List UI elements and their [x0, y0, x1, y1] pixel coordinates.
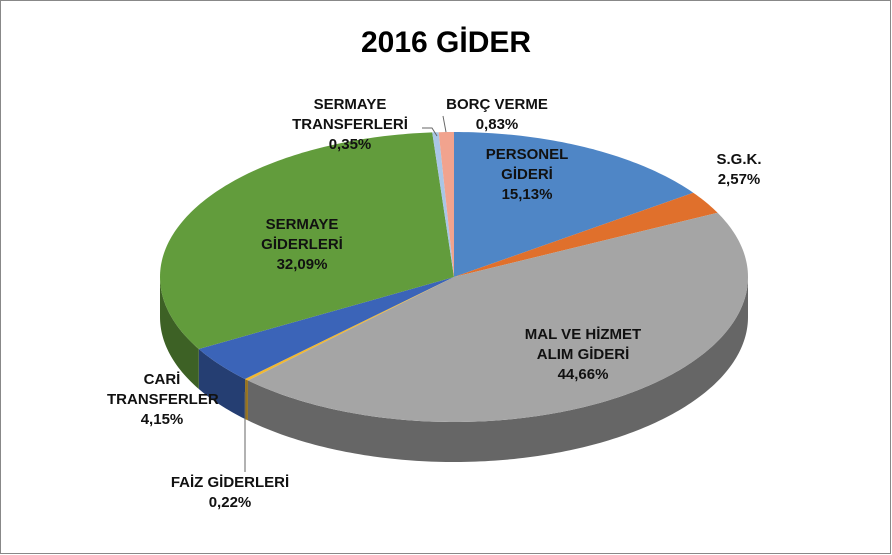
- pie-slice-side: [245, 379, 248, 421]
- category-label: S.G.K.: [716, 151, 762, 168]
- category-label: MAL VE HİZMET ALIM GİDERİ: [524, 326, 642, 363]
- pie-tops: [160, 132, 748, 422]
- pie-slice: [160, 132, 454, 349]
- data-label: BORÇ VERME 0,83%: [442, 95, 552, 135]
- pie-slice: [454, 132, 694, 277]
- data-label: S.G.K. 2,57%: [699, 150, 779, 190]
- pie-sides: [160, 277, 748, 462]
- category-label: FAİZ GİDERLERİ: [170, 474, 290, 491]
- leader-line: [442, 115, 447, 133]
- chart-title: 2016 GİDER: [360, 26, 532, 59]
- pie-slice: [432, 132, 454, 277]
- value-label: 0,83%: [475, 116, 519, 133]
- pie-slice: [245, 277, 454, 381]
- pie-slice: [198, 277, 454, 380]
- pie-slice-side: [247, 277, 748, 462]
- value-label: 2,57%: [717, 171, 761, 188]
- data-label: PERSONEL GİDERİ 15,13%: [480, 145, 575, 205]
- pie-slice-side: [198, 348, 246, 420]
- value-label: 15,13%: [501, 186, 553, 203]
- leader-line: [422, 127, 438, 137]
- category-label: SERMAYE GİDERLERİ: [261, 216, 343, 253]
- pie-slice: [454, 192, 718, 277]
- category-label: PERSONEL GİDERİ: [485, 146, 569, 183]
- category-label: BORÇ VERME: [446, 96, 548, 113]
- data-label: MAL VE HİZMET ALIM GİDERİ 44,66%: [513, 325, 653, 385]
- data-label: SERMAYE TRANSFERLERİ 0,35%: [285, 95, 415, 155]
- data-label: FAİZ GİDERLERİ 0,22%: [150, 473, 310, 513]
- value-label: 44,66%: [557, 366, 609, 383]
- data-label: SERMAYE GİDERLERİ 32,09%: [252, 215, 352, 275]
- data-label: CARİ TRANSFERLER 4,15%: [107, 370, 219, 430]
- pie-slice: [247, 212, 748, 422]
- category-label: SERMAYE TRANSFERLERİ: [292, 96, 408, 133]
- value-label: 0,35%: [328, 136, 372, 153]
- category-label: CARİ TRANSFERLER: [107, 371, 219, 408]
- value-label: 0,22%: [208, 494, 252, 511]
- value-label: 32,09%: [276, 256, 328, 273]
- pie-slice-side: [160, 277, 199, 389]
- pie-slice: [438, 132, 454, 277]
- value-label: 4,15%: [140, 411, 184, 428]
- leader-lines: [244, 115, 447, 472]
